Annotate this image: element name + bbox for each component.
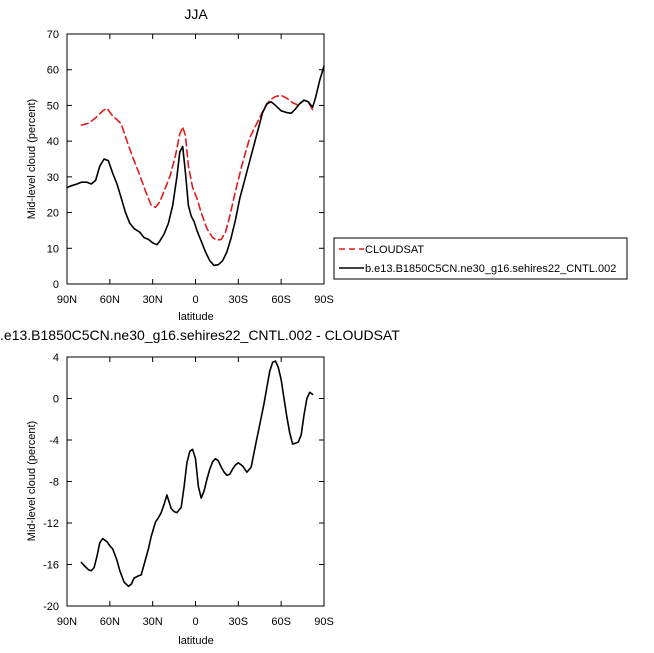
legend-box [333, 237, 628, 280]
x-tick-label: 60N [100, 616, 120, 628]
y-tick-label: -4 [49, 435, 59, 447]
bottom-chart-xlabel: latitude [178, 635, 213, 647]
model-line-0 [66, 65, 325, 267]
y-tick-label: 30 [47, 172, 59, 184]
y-tick-label: 0 [53, 279, 59, 291]
x-tick-label: 90N [57, 616, 77, 628]
y-tick-label: 40 [47, 136, 59, 148]
top-chart-ylabel: Mid-level cloud (percent) [26, 99, 38, 219]
cloudsat-line-0 [80, 94, 314, 241]
x-tick-label: 0 [192, 616, 198, 628]
x-tick-label: 30N [143, 294, 163, 306]
y-tick-label: -8 [49, 477, 59, 489]
top-chart-title: JJA [184, 6, 208, 22]
y-tick-label: 10 [47, 243, 59, 255]
bottom-chart-frame [66, 356, 325, 607]
y-tick-label: 60 [47, 65, 59, 77]
x-tick-label: 90S [314, 294, 334, 306]
bottom-chart-title: b.e13.B1850C5CN.ne30_g16.sehires22_CNTL.… [0, 327, 400, 343]
x-tick-label: 60S [271, 616, 291, 628]
y-tick-label: -16 [43, 560, 59, 572]
legend-label-model: b.e13.B1850C5CN.ne30_g16.sehires22_CNTL.… [365, 263, 616, 275]
top-chart-xlabel: latitude [178, 311, 213, 323]
legend: CLOUDSAT b.e13.B1850C5CN.ne30_g16.sehire… [333, 237, 628, 280]
x-tick-label: 30S [229, 294, 249, 306]
y-tick-label: 20 [47, 208, 59, 220]
model-line-1 [80, 360, 314, 588]
y-tick-label: -20 [43, 601, 59, 613]
legend-label-cloudsat: CLOUDSAT [365, 244, 424, 256]
x-tick-label: 90N [57, 294, 77, 306]
bottom-chart-ylabel: Mid-level cloud (percent) [26, 421, 38, 541]
x-tick-label: 30S [229, 616, 249, 628]
x-tick-label: 60N [100, 294, 120, 306]
y-tick-label: 70 [47, 29, 59, 41]
y-tick-label: 0 [53, 394, 59, 406]
y-tick-label: -12 [43, 518, 59, 530]
x-tick-label: 30N [143, 616, 163, 628]
y-tick-label: 50 [47, 100, 59, 112]
y-tick-label: 4 [53, 352, 59, 364]
x-tick-label: 60S [271, 294, 291, 306]
x-tick-label: 0 [192, 294, 198, 306]
x-tick-label: 90S [314, 616, 334, 628]
bottom-chart: b.e13.B1850C5CN.ne30_g16.sehires22_CNTL.… [0, 327, 400, 647]
